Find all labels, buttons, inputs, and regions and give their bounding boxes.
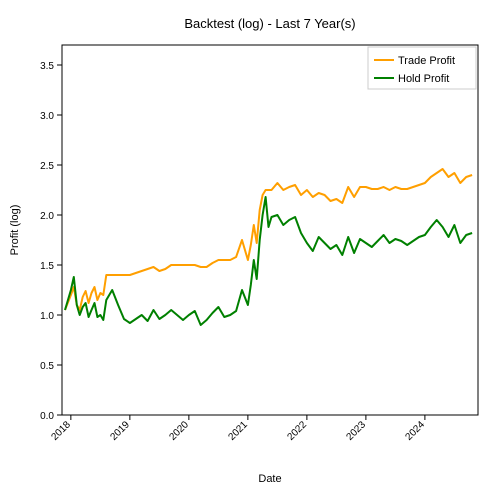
svg-text:2.5: 2.5	[40, 161, 54, 172]
backtest-chart: 0.0 0.5 1.0 1.5 2.0 2.5 3.0 3.5 2018 2019 2020 2021…	[0, 0, 500, 500]
svg-text:1.5: 1.5	[40, 261, 54, 272]
svg-text:Backtest (log) - Last 7 Year(s: Backtest (log) - Last 7 Year(s)	[184, 16, 355, 31]
chart-svg: 0.0 0.5 1.0 1.5 2.0 2.5 3.0 3.5 2018 2019 2020 2021…	[0, 0, 500, 500]
svg-text:Date: Date	[258, 473, 281, 485]
svg-text:2019: 2019	[108, 419, 132, 443]
svg-text:0.5: 0.5	[40, 361, 54, 372]
svg-text:2021: 2021	[226, 419, 250, 443]
svg-text:3.0: 3.0	[40, 111, 54, 122]
svg-text:Trade Profit: Trade Profit	[398, 55, 455, 67]
svg-text:2.0: 2.0	[40, 211, 54, 222]
svg-text:2022: 2022	[285, 419, 309, 443]
svg-text:1.0: 1.0	[40, 311, 54, 322]
svg-text:2023: 2023	[344, 419, 368, 443]
svg-text:2018: 2018	[49, 419, 73, 443]
svg-text:3.5: 3.5	[40, 61, 54, 72]
svg-text:Profit (log): Profit (log)	[9, 205, 21, 256]
svg-text:2020: 2020	[167, 419, 191, 443]
svg-text:0.0: 0.0	[40, 411, 54, 422]
svg-text:Hold Profit: Hold Profit	[398, 73, 449, 85]
svg-text:2024: 2024	[404, 419, 428, 443]
